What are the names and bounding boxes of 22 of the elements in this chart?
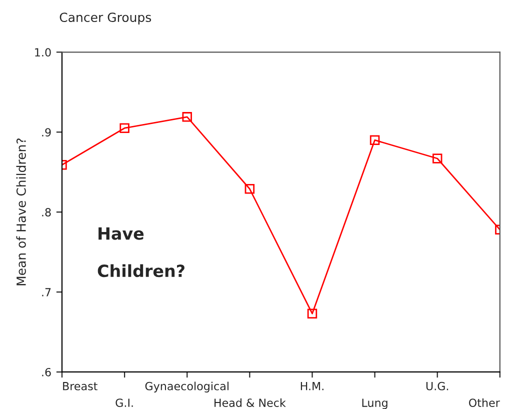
x-tick-label: H.M. [300, 382, 324, 390]
x-tick-label: U.G. [426, 382, 448, 390]
x-tick-label: Head & Neck [214, 398, 286, 407]
point [120, 123, 130, 133]
x-tick-label: Lung [362, 398, 388, 409]
x-tick-label: Other [468, 398, 500, 407]
y-tick-label: .7 [42, 288, 51, 296]
chart-title: Cancer Groups [60, 12, 152, 24]
x-tick-label: Breast [63, 382, 98, 390]
point [307, 308, 318, 318]
text: Have Children? [98, 227, 184, 278]
y-axis-title: Mean of Have Children? [16, 138, 26, 286]
point [244, 184, 255, 194]
x-tick-label: G.I. [116, 398, 133, 407]
point [432, 154, 442, 164]
y-tick-label: 1.0 [35, 48, 51, 57]
y-tick-label: .6 [42, 368, 51, 376]
point [370, 135, 380, 145]
point [182, 112, 192, 122]
y-tick-label: .9 [42, 128, 51, 136]
y-tick-label: .8 [42, 208, 51, 216]
x-tick-label: Gynaecological [145, 382, 228, 392]
